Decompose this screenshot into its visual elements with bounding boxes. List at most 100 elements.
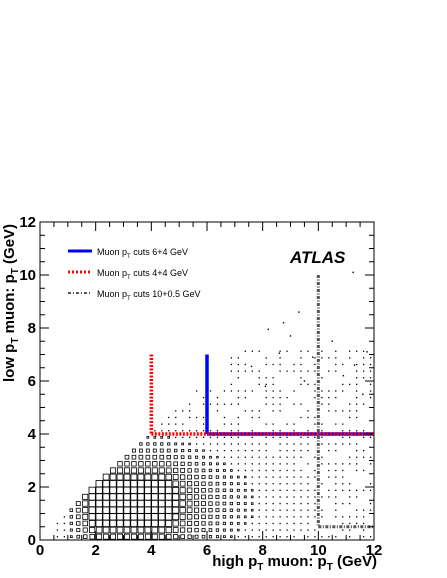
histogram-bin — [88, 499, 96, 508]
histogram-bin — [300, 449, 302, 452]
histogram-bin — [180, 461, 185, 466]
histogram-bin — [144, 499, 152, 508]
histogram-bin — [222, 515, 227, 519]
histogram-bin — [144, 473, 152, 481]
histogram-bin — [209, 436, 212, 439]
histogram-bin — [356, 443, 358, 445]
legend: Muon pT cuts 6+4 GeV Muon pT cuts 4+4 Ge… — [68, 247, 201, 302]
histogram-bin — [201, 494, 206, 500]
histogram-bin — [123, 513, 131, 521]
histogram-bin — [237, 396, 240, 399]
histogram-bin — [272, 383, 274, 386]
histogram-bin — [265, 377, 267, 379]
histogram-bin — [230, 383, 233, 386]
histogram-bin — [328, 463, 330, 465]
histogram-bin — [356, 363, 358, 366]
histogram-bin — [369, 396, 372, 399]
histogram-bin — [166, 455, 171, 460]
histogram-bin — [165, 533, 172, 540]
histogram-bin — [131, 454, 137, 460]
histogram-bin — [342, 483, 344, 485]
histogram-bin — [137, 506, 145, 514]
histogram-bin — [168, 416, 170, 419]
histogram-bin — [369, 509, 372, 511]
histogram-bin — [165, 486, 173, 494]
histogram-bin — [109, 526, 117, 534]
histogram-bin — [369, 463, 372, 465]
histogram-bin — [175, 416, 177, 419]
histogram-bin — [76, 528, 81, 533]
histogram-bin — [258, 370, 260, 372]
histogram-bin — [362, 436, 365, 439]
histogram-bin — [201, 488, 206, 493]
histogram-bin — [293, 430, 295, 432]
histogram-bin — [237, 403, 240, 405]
histogram-bin — [335, 370, 337, 372]
histogram-bin — [144, 506, 152, 514]
histogram-bin — [335, 423, 337, 425]
histogram-bin — [146, 435, 150, 439]
histogram-bin — [76, 521, 81, 526]
histogram-bin — [102, 513, 110, 521]
histogram-bin — [307, 443, 309, 445]
histogram-bin — [180, 474, 186, 480]
histogram-bin — [208, 488, 213, 493]
y-tick-label: 8 — [28, 320, 36, 337]
histogram-bin — [349, 436, 351, 439]
histogram-bin — [251, 469, 253, 472]
histogram-bin — [314, 536, 316, 538]
histogram-bin — [116, 493, 124, 501]
histogram-bin — [102, 480, 110, 488]
histogram-bin — [215, 521, 220, 526]
x-tick-label: 8 — [258, 542, 266, 559]
histogram-bin — [124, 454, 130, 460]
histogram-bin — [237, 475, 240, 479]
histogram-bin — [102, 526, 110, 534]
histogram-bin — [130, 486, 138, 494]
histogram-bin — [356, 416, 358, 419]
y-tick-label: 6 — [28, 373, 36, 390]
histogram-bin — [216, 455, 219, 459]
histogram-bin — [258, 383, 260, 386]
histogram-bin — [208, 475, 213, 479]
histogram-bin — [321, 463, 323, 465]
histogram-bin — [293, 469, 295, 472]
histogram-bin — [349, 522, 351, 525]
histogram-bin — [215, 528, 220, 532]
legend-label-10-0-5: Muon pT cuts 10+0.5 GeV — [97, 289, 201, 302]
histogram-bin — [236, 482, 240, 486]
histogram-bin — [138, 454, 144, 460]
histogram-bin — [258, 522, 260, 525]
histogram-bin — [342, 430, 344, 432]
histogram-bin — [293, 363, 295, 366]
histogram-bin — [158, 493, 166, 501]
histogram-bin — [293, 449, 295, 452]
histogram-bin — [362, 403, 365, 405]
histogram-bin — [223, 535, 226, 539]
histogram-bin — [335, 476, 337, 478]
histogram-bin — [153, 442, 157, 446]
histogram-bin — [356, 449, 358, 452]
histogram-bin — [237, 443, 240, 445]
histogram-bin — [82, 534, 88, 539]
histogram-bin — [265, 522, 267, 525]
histogram-bin — [356, 463, 358, 465]
histogram-bin — [272, 516, 274, 518]
histogram-bin — [187, 455, 192, 459]
histogram-bin — [286, 529, 288, 531]
histogram-bin — [130, 526, 138, 534]
histogram-bin — [215, 468, 219, 472]
histogram-bin — [369, 390, 372, 392]
histogram-bin — [300, 350, 302, 352]
histogram-bin — [175, 410, 177, 412]
histogram-bin — [146, 442, 150, 446]
histogram-bin — [250, 489, 254, 492]
histogram-bin — [165, 493, 173, 501]
histogram-bin — [208, 528, 213, 532]
histogram-bin — [265, 357, 267, 359]
y-tick-label: 2 — [28, 479, 36, 496]
histogram-bin — [174, 442, 178, 446]
histogram-bin — [123, 480, 131, 488]
histogram-bin — [293, 509, 295, 511]
